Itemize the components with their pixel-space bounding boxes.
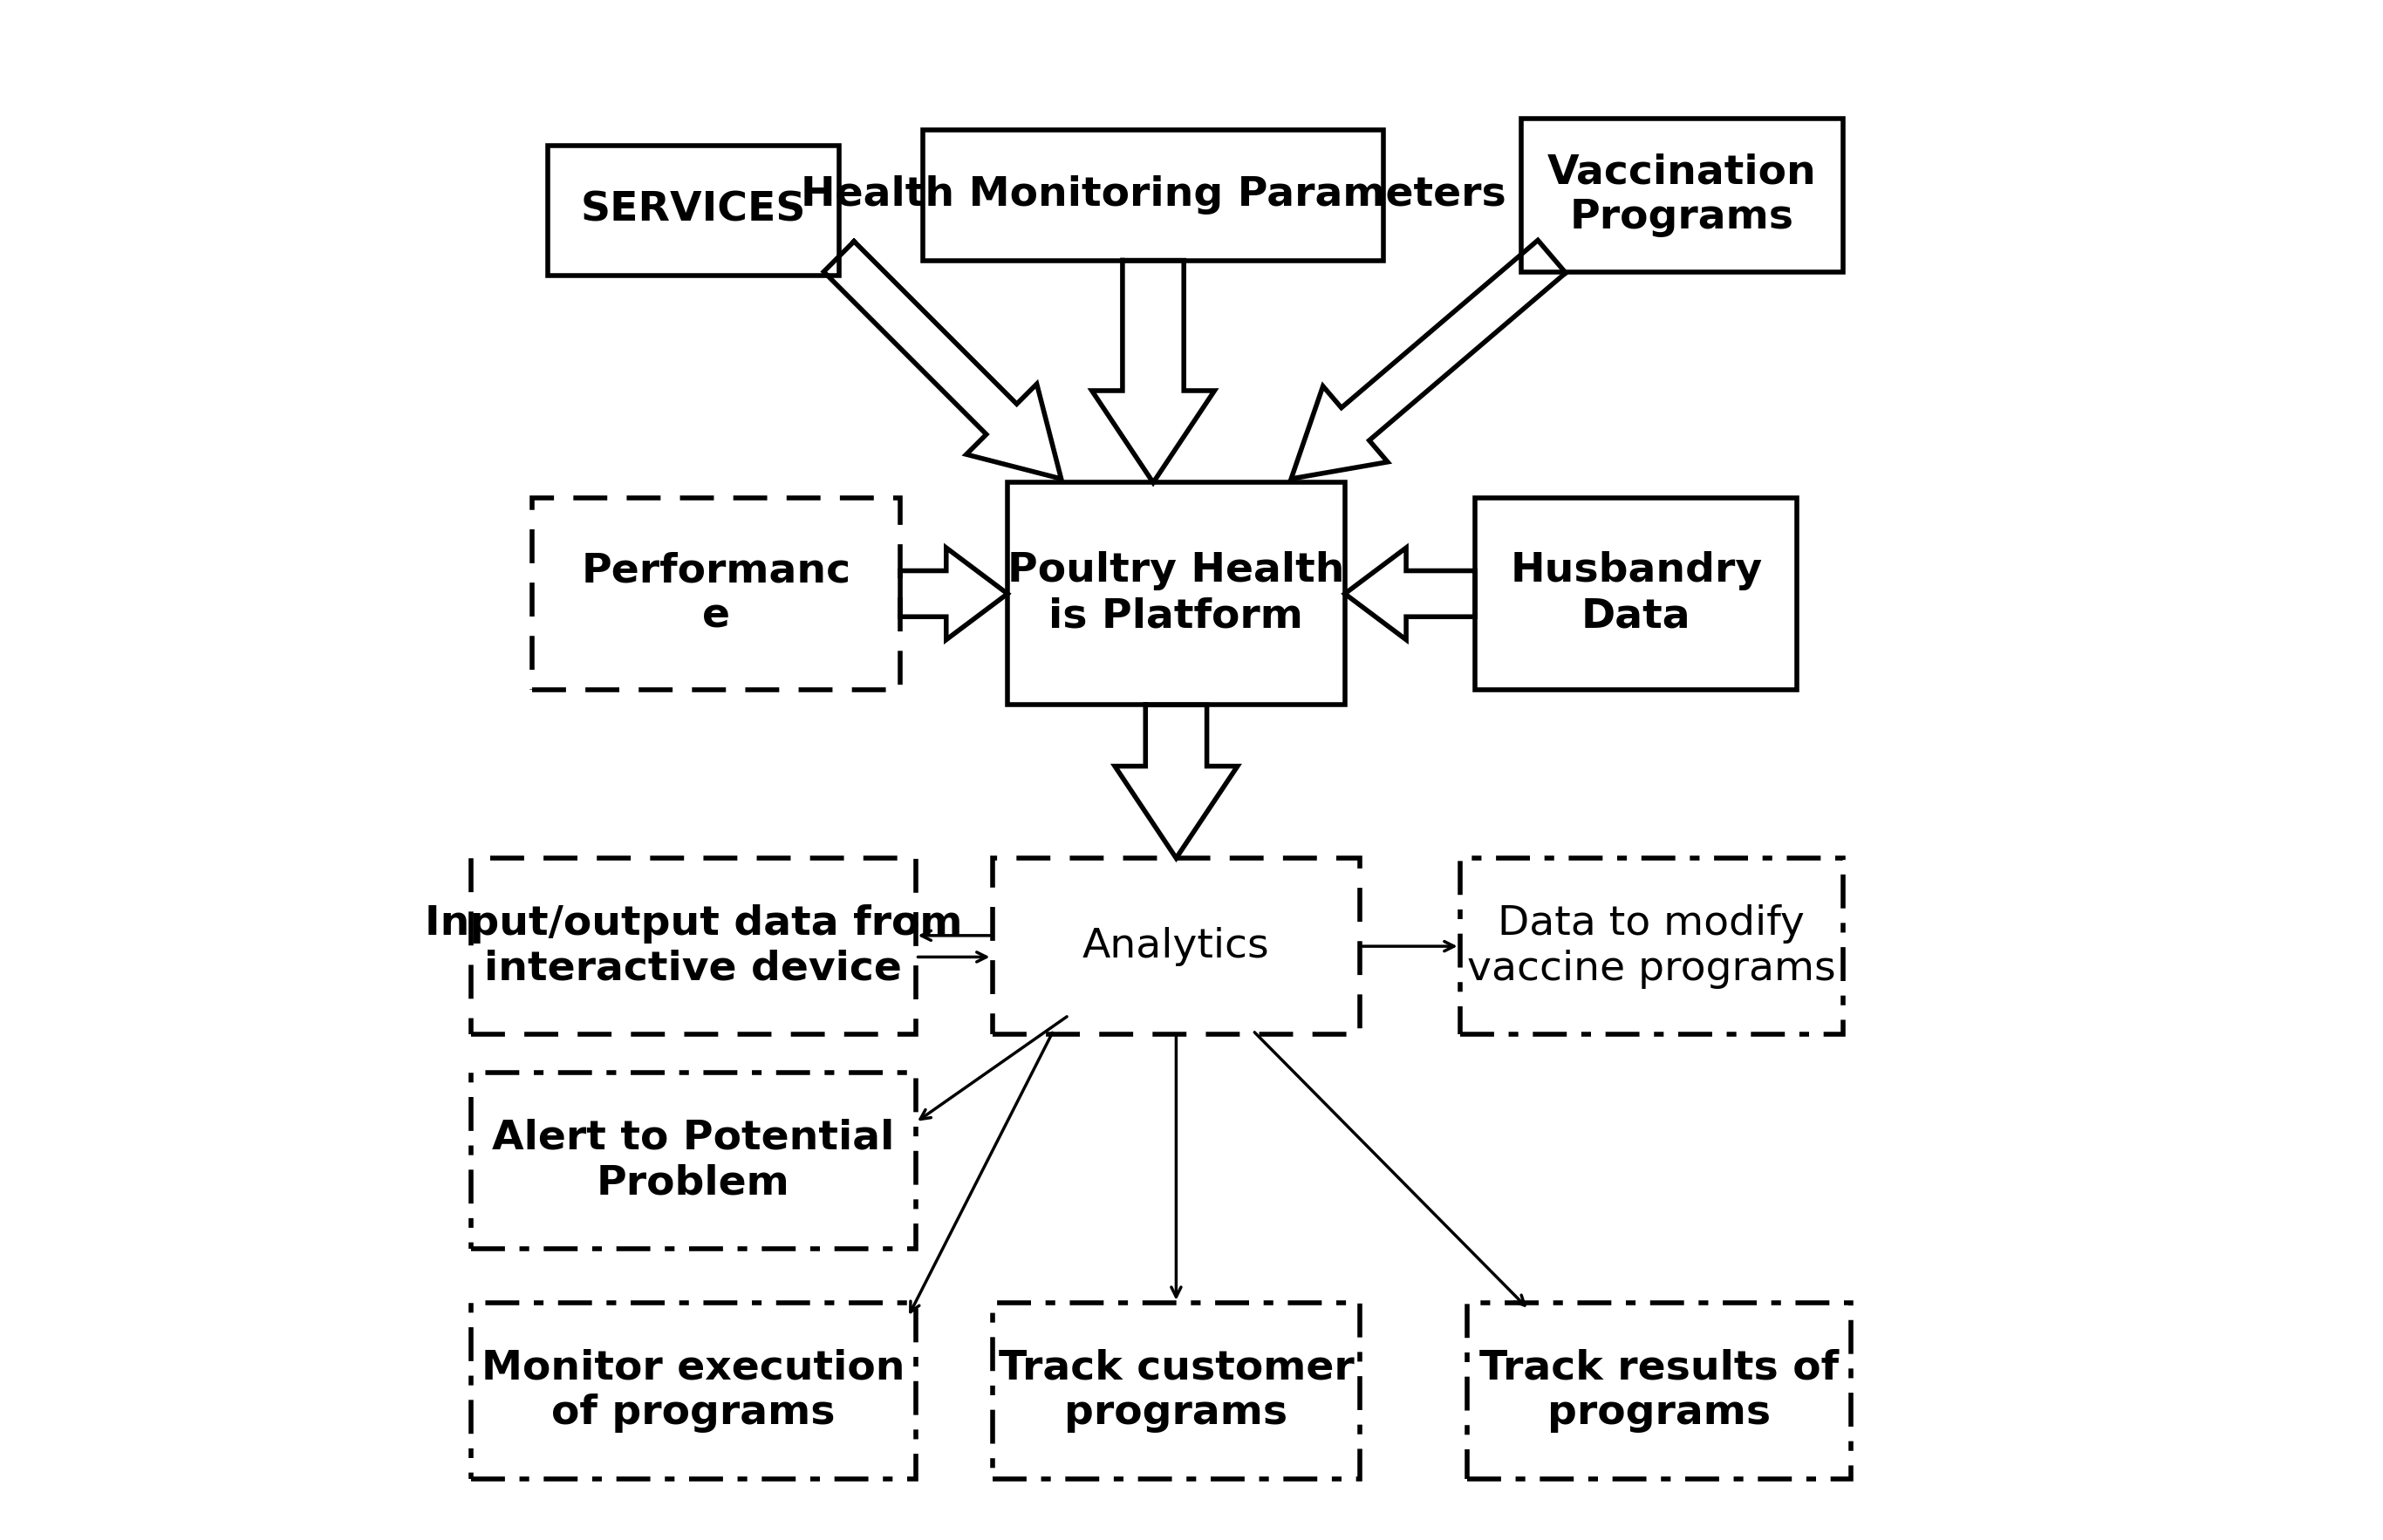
Polygon shape (825, 242, 1060, 479)
Bar (1008, 482, 1344, 705)
Polygon shape (1091, 260, 1215, 482)
Text: Performanc
e: Performanc e (581, 551, 851, 636)
Text: Data to modify
vaccine programs: Data to modify vaccine programs (1468, 904, 1835, 989)
Text: Track customer
programs: Track customer programs (998, 1349, 1354, 1434)
Text: Vaccination
Programs: Vaccination Programs (1547, 152, 1816, 237)
Bar (991, 1303, 1361, 1478)
Text: Husbandry
Data: Husbandry Data (1511, 551, 1761, 636)
Bar (991, 858, 1361, 1035)
Bar (548, 145, 839, 276)
Polygon shape (1292, 240, 1566, 479)
Polygon shape (901, 548, 1008, 639)
Text: Alert to Potential
Problem: Alert to Potential Problem (491, 1118, 894, 1203)
Bar (531, 497, 901, 690)
Text: Monitor execution
of programs: Monitor execution of programs (481, 1349, 906, 1434)
Bar (1520, 119, 1842, 273)
Bar (472, 858, 915, 1035)
Bar (1468, 1303, 1852, 1478)
Bar (472, 1303, 915, 1478)
Text: Input/output data from
interactive device: Input/output data from interactive devic… (424, 904, 963, 989)
Text: SERVICES: SERVICES (581, 191, 805, 229)
Bar (922, 129, 1382, 260)
Bar (1461, 858, 1842, 1035)
Text: Track results of
programs: Track results of programs (1480, 1349, 1840, 1434)
Text: Poultry Health
is Platform: Poultry Health is Platform (1008, 551, 1344, 636)
Text: Analytics: Analytics (1082, 927, 1270, 966)
Bar (472, 1073, 915, 1249)
Bar (1475, 497, 1797, 690)
Text: Health Monitoring Parameters: Health Monitoring Parameters (801, 176, 1506, 216)
Polygon shape (1115, 705, 1237, 858)
Polygon shape (1344, 548, 1475, 639)
